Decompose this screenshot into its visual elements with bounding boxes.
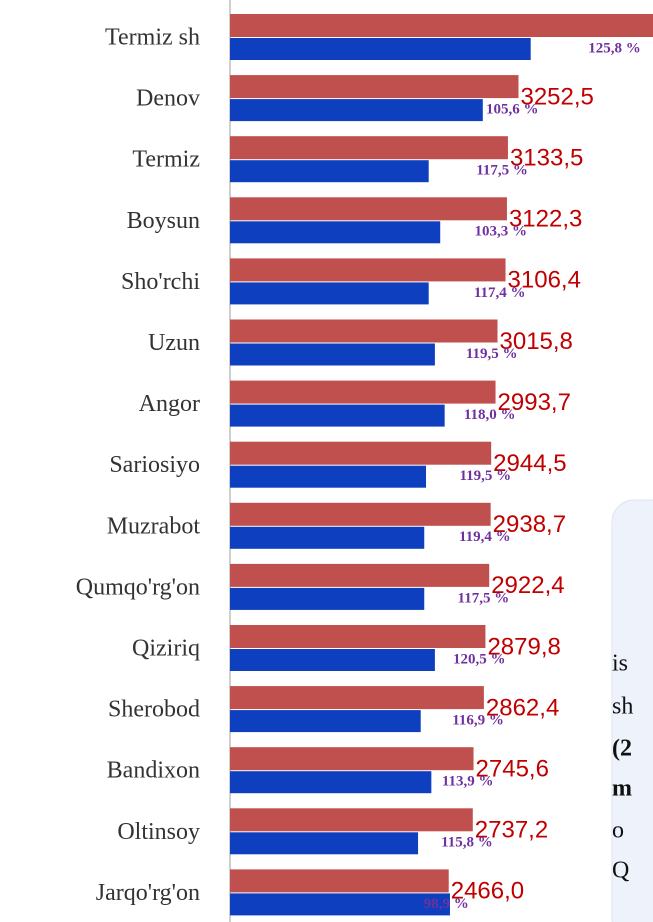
category-label: Termiz bbox=[132, 147, 200, 173]
value-label: 3122,3 bbox=[509, 206, 582, 233]
category-label: Jarqo'rg'on bbox=[96, 880, 200, 906]
annotation: 117,5 % bbox=[476, 163, 528, 179]
category-label: Denov bbox=[136, 86, 200, 112]
annotation: 105,6 % bbox=[486, 102, 539, 118]
category-label: Angor bbox=[139, 391, 200, 417]
bar bbox=[230, 649, 435, 671]
bar bbox=[230, 136, 508, 160]
category-label: Uzun bbox=[148, 330, 200, 356]
bar bbox=[230, 587, 425, 610]
bar bbox=[230, 14, 653, 37]
overlay-box bbox=[611, 499, 653, 922]
value-label: 2944,5 bbox=[493, 450, 566, 477]
annotation: 113,9 % bbox=[442, 774, 494, 790]
bar bbox=[230, 319, 498, 343]
value-label: 2862,4 bbox=[486, 694, 559, 721]
bar bbox=[230, 160, 429, 183]
category-label: Qiziriq bbox=[132, 636, 200, 662]
annotation: 103,3 % bbox=[474, 224, 527, 240]
value-label: 3015,8 bbox=[500, 328, 573, 355]
annotation: 119,5 % bbox=[466, 346, 518, 362]
value-label: 2466,0 bbox=[451, 878, 524, 905]
category-label: Bandixon bbox=[107, 758, 200, 784]
bar bbox=[230, 221, 441, 244]
overlay-text: Q bbox=[612, 858, 629, 884]
annotation: 119,4 % bbox=[459, 529, 511, 545]
overlay: is sh (2 moQ bbox=[612, 651, 633, 884]
bar bbox=[230, 343, 435, 366]
bar bbox=[230, 282, 429, 305]
value-label: 2938,7 bbox=[493, 511, 566, 538]
overlay-text: is bbox=[612, 651, 628, 677]
bar bbox=[230, 465, 427, 488]
category-label: Sho'rchi bbox=[121, 269, 200, 295]
bar bbox=[230, 832, 419, 855]
annotation: 115,8 % bbox=[441, 835, 493, 851]
category-label: Oltinsoy bbox=[117, 819, 200, 845]
bar bbox=[230, 710, 421, 733]
overlay-text: (2 bbox=[612, 736, 632, 762]
value-label: 3133,5 bbox=[510, 145, 583, 172]
category-label: Muzrabot bbox=[107, 513, 201, 539]
value-label: 2737,2 bbox=[475, 817, 548, 844]
annotation: 117,5 % bbox=[458, 590, 510, 606]
bar bbox=[230, 502, 491, 526]
category-label: Sherobod bbox=[108, 697, 200, 723]
overlay-text: sh bbox=[612, 694, 633, 720]
bar bbox=[230, 99, 483, 122]
bar bbox=[230, 563, 490, 587]
annotation: 117,4 % bbox=[474, 285, 526, 301]
annotation: 119,5 % bbox=[459, 468, 511, 484]
value-label: 3106,4 bbox=[508, 267, 581, 294]
value-label: 3252,5 bbox=[520, 83, 593, 110]
bar bbox=[230, 686, 484, 710]
value-label: 2745,6 bbox=[476, 756, 549, 783]
bar bbox=[230, 38, 531, 60]
category-label: Sariosiyo bbox=[109, 452, 200, 478]
bar bbox=[230, 869, 449, 893]
bar bbox=[230, 771, 432, 794]
bar bbox=[230, 526, 425, 549]
category-label: Boysun bbox=[127, 208, 200, 234]
value-label: 2922,4 bbox=[491, 572, 564, 599]
bar bbox=[230, 747, 474, 771]
bar bbox=[230, 893, 450, 916]
value-label: 2879,8 bbox=[487, 633, 560, 660]
bar bbox=[230, 380, 496, 404]
annotation: 125,8 % bbox=[588, 40, 641, 56]
bar bbox=[230, 625, 486, 648]
annotation: 98,9 % bbox=[424, 896, 469, 912]
annotation: 116,9 % bbox=[452, 713, 504, 729]
bar bbox=[230, 808, 473, 832]
category-label: Termiz sh bbox=[105, 25, 200, 51]
category-label: Qumqo'rg'on bbox=[76, 574, 200, 600]
bar bbox=[230, 197, 507, 221]
overlay-text: o bbox=[612, 818, 624, 844]
bar bbox=[230, 404, 445, 427]
annotation: 118,0 % bbox=[464, 407, 516, 423]
annotation: 120,5 % bbox=[453, 651, 506, 667]
bar bbox=[230, 258, 506, 282]
bar bbox=[230, 75, 519, 99]
bar bbox=[230, 441, 492, 465]
overlay-text: m bbox=[612, 776, 632, 802]
value-label: 2993,7 bbox=[498, 389, 571, 416]
